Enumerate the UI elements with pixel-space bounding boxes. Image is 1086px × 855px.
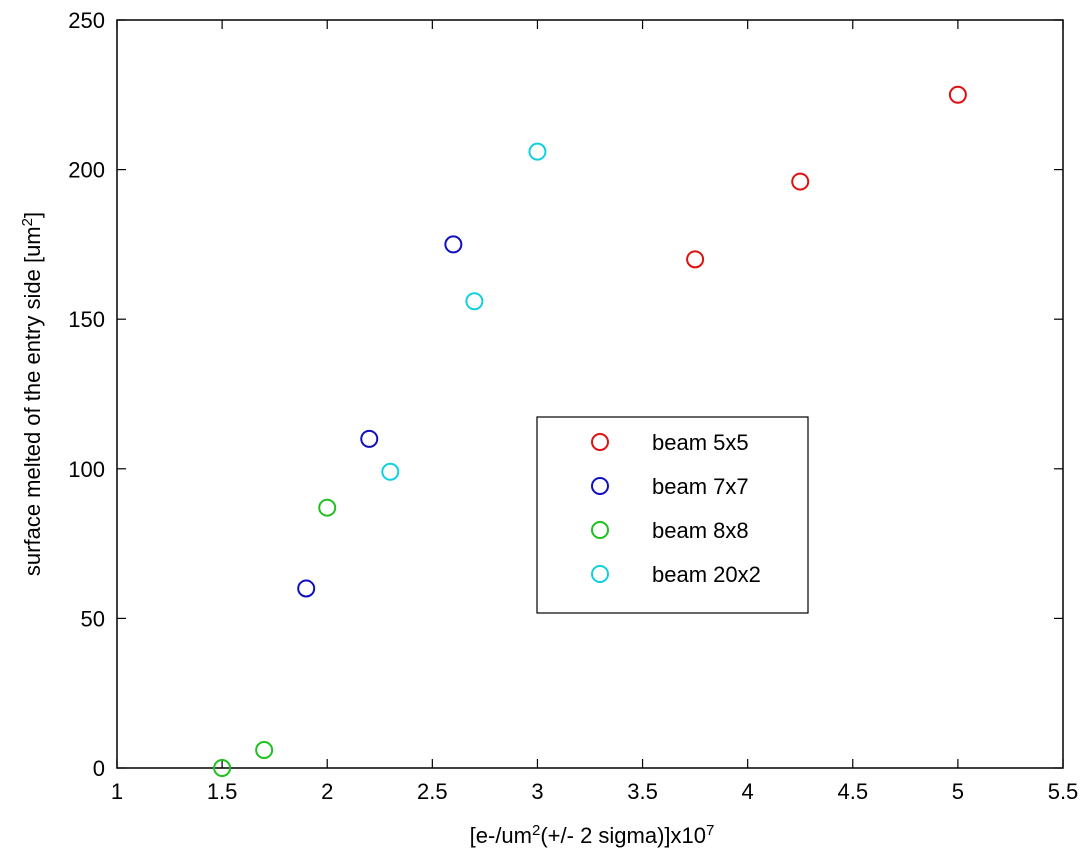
x-tick-label: 3.5 (627, 779, 658, 804)
legend-marker (591, 565, 609, 583)
data-point (360, 429, 379, 448)
y-tick-label: 100 (68, 457, 105, 482)
y-axis-label: surface melted of the entry side [um2] (19, 212, 46, 576)
data-point (465, 292, 484, 311)
legend-marker (591, 521, 609, 539)
data-point (948, 85, 967, 104)
legend-label: beam 5x5 (652, 430, 749, 455)
data-point (791, 172, 810, 191)
y-tick-label: 250 (68, 8, 105, 33)
x-tick-label: 3 (531, 779, 543, 804)
data-point (528, 142, 547, 161)
x-tick-label: 1 (111, 779, 123, 804)
x-tick-label: 4.5 (837, 779, 868, 804)
data-point (686, 250, 705, 269)
legend-marker (591, 477, 609, 495)
legend-box (536, 416, 809, 614)
legend: beam 5x5 beam 7x7 beam 8x8 beam 20x2 (536, 416, 809, 614)
data-point (318, 498, 337, 517)
data-point (444, 235, 463, 254)
x-tick-label: 5 (952, 779, 964, 804)
y-tick-label: 50 (81, 606, 105, 631)
data-points (213, 85, 967, 777)
y-tick-label: 150 (68, 307, 105, 332)
x-tick-label: 2.5 (417, 779, 448, 804)
legend-label: beam 8x8 (652, 518, 749, 543)
data-point (381, 462, 400, 481)
plot-area (116, 19, 1064, 769)
x-tick-label: 4 (742, 779, 754, 804)
plot-frame (116, 19, 1064, 769)
legend-label: beam 20x2 (652, 562, 761, 587)
data-point (255, 741, 274, 760)
x-tick-label: 5.5 (1048, 779, 1079, 804)
data-point (213, 759, 232, 777)
axis-ticks: 1 1.5 2 2.5 3 3.5 4 4.5 5 5.5 0 50 100 150 200 250 (68, 8, 1078, 804)
legend-label: beam 7x7 (652, 474, 749, 499)
legend-marker (591, 433, 609, 451)
x-axis-label: [e-/um2(+/- 2 sigma)]x107 (470, 822, 715, 849)
x-tick-label: 2 (321, 779, 333, 804)
x-tick-label: 1.5 (207, 779, 238, 804)
y-tick-label: 200 (68, 158, 105, 183)
data-point (297, 579, 316, 598)
y-tick-label: 0 (93, 756, 105, 781)
